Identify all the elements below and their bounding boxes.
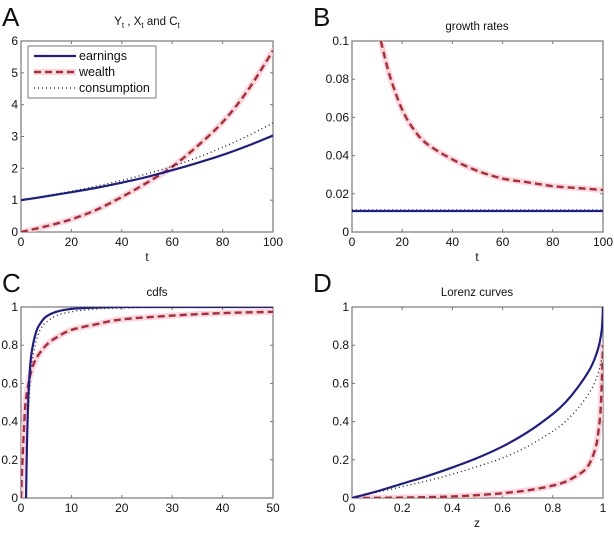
legend-box bbox=[27, 45, 157, 99]
y-tick-label: 0.8 bbox=[1, 338, 18, 352]
x-tick-label: 40 bbox=[216, 501, 230, 515]
y-tick-label: 2 bbox=[11, 161, 18, 175]
y-tick-label: 0 bbox=[342, 225, 349, 239]
y-tick-label: 0.6 bbox=[332, 376, 349, 390]
y-tick-label: 1 bbox=[342, 300, 349, 314]
x-tick-label: 100 bbox=[263, 235, 283, 249]
panel-b-title: growth rates bbox=[445, 21, 509, 33]
series-wealth-line bbox=[21, 49, 273, 232]
plot-frame bbox=[20, 306, 274, 499]
x-tick-label: 0 bbox=[18, 235, 25, 249]
series-consumption-line bbox=[21, 122, 273, 201]
series-wealth-line bbox=[21, 310, 273, 498]
legend-label-wealth: wealth bbox=[78, 65, 115, 79]
panel-d-xlabel: z bbox=[474, 516, 480, 530]
y-tick-label: 6 bbox=[11, 34, 18, 48]
y-tick-label: 0.6 bbox=[1, 376, 18, 390]
y-tick-label: 0 bbox=[11, 225, 18, 239]
x-tick-label: 0.6 bbox=[494, 501, 511, 515]
plot-frame bbox=[351, 40, 604, 233]
x-tick-label: 0 bbox=[349, 235, 356, 249]
plot-frame bbox=[351, 306, 604, 499]
x-tick-label: 80 bbox=[216, 235, 230, 249]
y-tick-label: 1 bbox=[11, 193, 18, 207]
panel-b: B growth rates t 0 20 40 60 80 100 0 0.02 0.04 0.… bbox=[313, 2, 613, 264]
x-tick-label: 20 bbox=[115, 501, 129, 515]
x-tick-label: 0 bbox=[18, 501, 25, 515]
panel-letter-a: A bbox=[2, 2, 20, 32]
x-tick-label: 60 bbox=[166, 235, 180, 249]
panel-a: A Yt , Xt and Ct t 0 20 40 60 80 100 0 1 2 3 4 5 6 ea… bbox=[2, 2, 283, 264]
y-tick-label: 0.1 bbox=[332, 34, 349, 48]
y-tick-label: 0.4 bbox=[332, 415, 349, 429]
legend-label-earnings: earnings bbox=[79, 49, 127, 63]
panel-b-xlabel: t bbox=[475, 250, 479, 264]
series-earnings-line bbox=[24, 307, 273, 498]
y-tick-label: 0.02 bbox=[326, 187, 350, 201]
y-tick-label: 0.06 bbox=[326, 110, 350, 124]
series-wealth-line bbox=[352, 345, 603, 498]
y-tick-label: 1 bbox=[11, 300, 18, 314]
y-tick-label: 0.8 bbox=[332, 338, 349, 352]
panel-a-title: Yt , Xt and Ct bbox=[114, 16, 180, 30]
legend-label-consumption: consumption bbox=[79, 81, 150, 95]
x-tick-label: 40 bbox=[446, 235, 460, 249]
panel-letter-d: D bbox=[313, 268, 332, 298]
y-tick-label: 0 bbox=[11, 491, 18, 505]
y-tick-label: 3 bbox=[11, 130, 18, 144]
x-tick-label: 60 bbox=[496, 235, 510, 249]
x-tick-label: 40 bbox=[115, 235, 129, 249]
panel-c: C cdfs 0 10 20 30 40 50 0 0.2 0.4 0.6 0.8 1 bbox=[1, 268, 280, 515]
y-tick-label: 0.04 bbox=[326, 149, 350, 163]
y-tick-label: 0.2 bbox=[332, 453, 349, 467]
y-tick-label: 0.08 bbox=[326, 72, 350, 86]
panel-d: D Lorenz curves z 0 0.2 0.4 0.6 0.8 1 0 0.2 0.4 0… bbox=[313, 268, 607, 530]
x-tick-label: 30 bbox=[166, 501, 180, 515]
y-tick-label: 5 bbox=[11, 66, 18, 80]
x-tick-label: 100 bbox=[593, 235, 613, 249]
x-tick-label: 0.8 bbox=[544, 501, 561, 515]
x-tick-label: 50 bbox=[266, 501, 280, 515]
y-tick-label: 0.2 bbox=[1, 453, 18, 467]
x-tick-label: 0.4 bbox=[444, 501, 461, 515]
y-tick-label: 0.4 bbox=[1, 415, 18, 429]
x-tick-label: 10 bbox=[65, 501, 79, 515]
x-tick-label: 20 bbox=[65, 235, 79, 249]
panel-letter-c: C bbox=[2, 268, 21, 298]
panel-d-title: Lorenz curves bbox=[441, 287, 513, 299]
y-tick-label: 0 bbox=[342, 491, 349, 505]
x-tick-label: 0 bbox=[349, 501, 356, 515]
panel-letter-b: B bbox=[313, 2, 330, 32]
x-tick-label: 0.2 bbox=[394, 501, 411, 515]
x-tick-label: 1 bbox=[600, 501, 607, 515]
x-tick-label: 80 bbox=[546, 235, 560, 249]
series-earnings-line bbox=[21, 134, 273, 202]
x-tick-label: 20 bbox=[396, 235, 410, 249]
series-wealth-line bbox=[379, 41, 603, 192]
y-tick-label: 4 bbox=[11, 98, 18, 112]
panel-a-xlabel: t bbox=[145, 250, 149, 264]
panel-c-title: cdfs bbox=[146, 287, 167, 299]
series-earnings-line bbox=[352, 307, 603, 498]
